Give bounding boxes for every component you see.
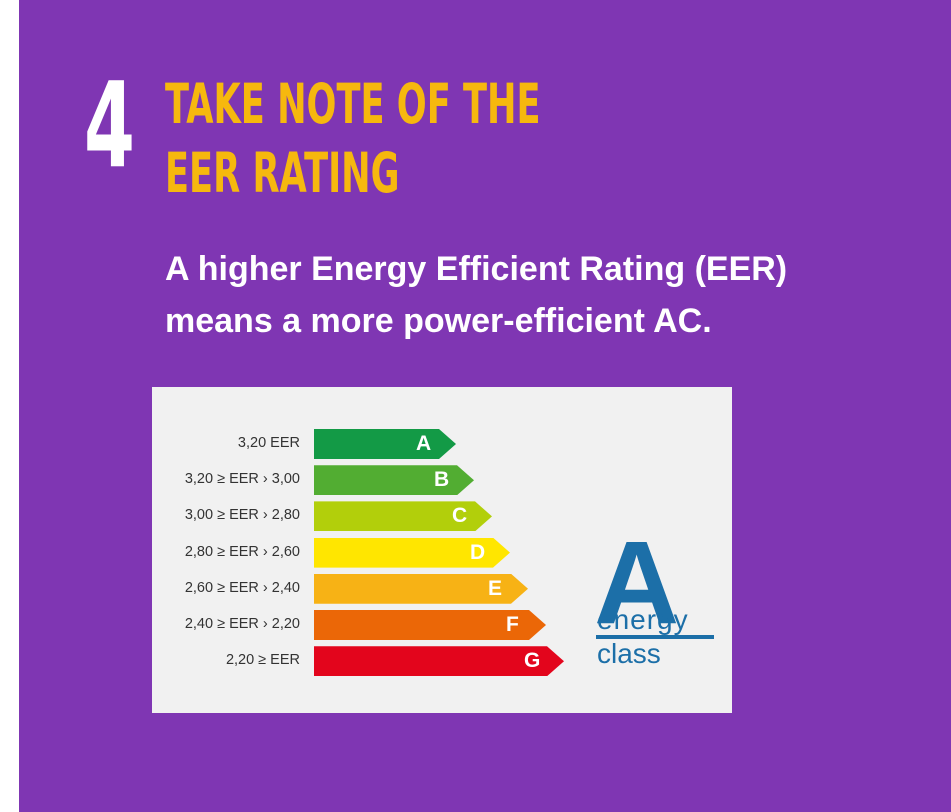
rating-letter: E xyxy=(488,576,503,600)
rating-range-label: 3,20 EER xyxy=(237,435,300,451)
rating-letter: B xyxy=(434,468,450,492)
step-description-line-2: means a more power-efficient AC. xyxy=(165,302,712,340)
rating-arrow-f: F xyxy=(314,610,546,640)
energy-class-divider xyxy=(596,635,714,639)
rating-row-g: 2,20 ≥ EER G xyxy=(152,646,732,676)
rating-row-a: 3,20 EER A xyxy=(152,429,732,459)
step-number: 4 xyxy=(84,56,135,194)
step-title-line-1: TAKE NOTE OF THE xyxy=(165,72,541,136)
energy-class-letter: A xyxy=(594,517,680,649)
rating-arrow-d: D xyxy=(314,538,510,568)
rating-row-c: 3,00 ≥ EER › 2,80 C xyxy=(152,501,732,531)
rating-arrow-c: C xyxy=(314,501,492,531)
step-description-line-1: A higher Energy Efficient Rating (EER) xyxy=(165,250,788,288)
rating-letter: F xyxy=(506,613,519,636)
rating-arrow-a: A xyxy=(314,429,456,459)
energy-class-word-energy: energy xyxy=(597,604,689,635)
rating-row-b: 3,20 ≥ EER › 3,00 B xyxy=(152,465,732,495)
energy-class-badge: A energy class xyxy=(594,524,714,674)
energy-label-image: 3,20 EER A 3,20 ≥ EER › 3,00 B 3,00 ≥ EER › … xyxy=(152,387,732,713)
rating-range-label: 2,80 ≥ EER › 2,60 xyxy=(184,543,300,560)
energy-class-word-class: class xyxy=(597,638,661,669)
rating-letter: D xyxy=(470,540,486,564)
rating-letter: C xyxy=(452,504,468,528)
rating-letter: G xyxy=(524,649,541,673)
rating-range-label: 2,60 ≥ EER › 2,40 xyxy=(184,579,300,596)
rating-letter: A xyxy=(416,432,432,455)
rating-row-d: 2,80 ≥ EER › 2,60 D xyxy=(152,538,732,568)
rating-arrow-e: E xyxy=(314,574,528,604)
rating-row-f: 2,40 ≥ EER › 2,20 F xyxy=(152,610,732,640)
rating-range-label: 3,20 ≥ EER › 3,00 xyxy=(184,471,300,488)
rating-range-label: 2,20 ≥ EER xyxy=(225,652,300,669)
step-title: TAKE NOTE OF THE EER RATING xyxy=(165,70,541,208)
rating-arrow-b: B xyxy=(314,465,474,495)
rating-row-e: 2,60 ≥ EER › 2,40 E xyxy=(152,574,732,604)
step-title-line-2: EER RATING xyxy=(165,141,400,205)
rating-range-label: 2,40 ≥ EER › 2,20 xyxy=(184,616,300,632)
step-description: A higher Energy Efficient Rating (EER) m… xyxy=(165,243,925,347)
rating-arrow-g: G xyxy=(314,646,564,676)
rating-range-label: 3,00 ≥ EER › 2,80 xyxy=(184,507,300,524)
